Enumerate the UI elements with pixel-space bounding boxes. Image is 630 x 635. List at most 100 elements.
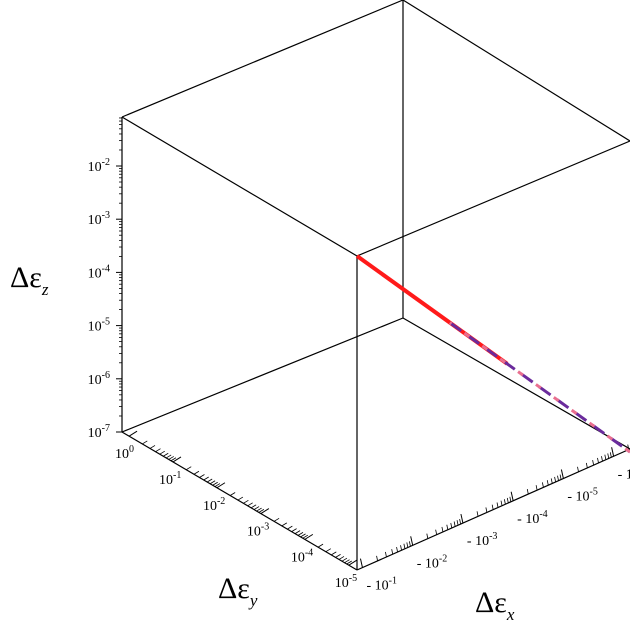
z-tick-label: 10-2	[88, 157, 110, 175]
x-minor-tick	[604, 454, 607, 460]
x-minor-tick	[456, 520, 459, 526]
y-minor-tick	[344, 559, 350, 564]
y-major-tick	[304, 533, 314, 540]
x-major-tick	[560, 469, 564, 479]
y-minor-tick	[243, 499, 249, 504]
x-tick-label: - 10-4	[517, 509, 548, 527]
z-tick-label: 10-3	[88, 210, 110, 228]
y-minor-tick	[256, 507, 262, 512]
series-line-3	[448, 321, 630, 454]
x-minor-tick	[509, 496, 512, 502]
x-minor-tick	[435, 529, 438, 535]
y-minor-tick	[302, 534, 309, 539]
y-minor-tick	[335, 554, 341, 558]
x-minor-tick	[403, 543, 406, 549]
x-minor-tick	[491, 504, 494, 510]
x-minor-tick	[406, 542, 409, 548]
x-minor-tick	[409, 541, 411, 547]
y-minor-tick	[297, 532, 304, 536]
x-minor-tick	[577, 466, 579, 472]
x-minor-tick	[609, 452, 612, 458]
y-minor-tick	[273, 517, 280, 522]
axis-titles: Δεz Δεy Δεx	[10, 261, 515, 624]
y-major-tick	[260, 508, 270, 514]
y-minor-tick	[170, 457, 177, 462]
x-major-tick	[510, 491, 514, 501]
y-minor-tick	[155, 448, 161, 453]
x-major-tick	[460, 513, 464, 524]
x-tick-label: - 10-6	[618, 464, 630, 482]
x-minor-tick	[441, 526, 444, 532]
x-minor-tick	[500, 500, 503, 506]
x-major-tick	[410, 536, 414, 546]
y-minor-tick	[229, 492, 236, 496]
series-line-1	[355, 254, 509, 366]
x-minor-tick	[496, 502, 499, 508]
x-minor-tick	[400, 545, 402, 551]
x-minor-tick	[391, 549, 394, 555]
x-minor-tick	[557, 475, 559, 481]
y-minor-tick	[281, 522, 288, 527]
frame-edge	[121, 0, 404, 118]
y-tick-label: 100	[115, 444, 134, 462]
z-tick-label: 10-4	[88, 263, 110, 281]
y-minor-tick	[199, 474, 205, 478]
x-minor-tick	[459, 518, 462, 525]
x-minor-tick	[592, 460, 595, 466]
x-minor-tick	[450, 522, 453, 529]
y-minor-tick	[294, 530, 301, 534]
y-minor-tick	[258, 509, 265, 513]
y-minor-tick	[193, 470, 200, 475]
y-minor-tick	[317, 543, 324, 548]
tick-marks	[116, 117, 630, 568]
x-minor-tick	[453, 521, 456, 527]
x-minor-tick	[396, 546, 398, 553]
y-minor-tick	[142, 440, 148, 445]
y-minor-tick	[209, 480, 216, 485]
y-minor-tick	[291, 528, 297, 532]
y-minor-tick	[203, 476, 209, 481]
y-minor-tick	[250, 504, 257, 509]
y-major-tick	[172, 456, 182, 463]
x-minor-tick	[526, 489, 529, 495]
z-tick-label: 10-7	[88, 423, 110, 441]
y-minor-tick	[165, 454, 172, 459]
x-minor-tick	[585, 462, 588, 468]
y-minor-tick	[338, 556, 345, 560]
y-minor-tick	[341, 557, 348, 562]
x-minor-tick	[627, 444, 630, 450]
box-frame	[121, 0, 630, 571]
y-minor-tick	[149, 445, 156, 449]
x-minor-tick	[485, 507, 488, 513]
z-tick-label: 10-6	[88, 370, 110, 388]
y-tick-label: 10-2	[203, 496, 225, 514]
y-major-tick	[128, 430, 138, 437]
y-minor-tick	[346, 560, 352, 565]
x-minor-tick	[476, 511, 479, 517]
x-minor-tick	[446, 524, 449, 530]
frame-edge	[121, 431, 358, 571]
x-minor-tick	[376, 555, 378, 561]
x-major-tick	[611, 447, 615, 457]
frame-edge	[356, 140, 630, 257]
x-minor-tick	[535, 485, 538, 491]
y-minor-tick	[186, 466, 192, 471]
x-tick-label: - 10-3	[467, 531, 498, 549]
y-minor-tick	[168, 456, 174, 460]
x-minor-tick	[607, 453, 610, 459]
y-minor-tick	[287, 525, 293, 530]
y-minor-tick	[237, 496, 244, 501]
tick-labels: 10-7 10-6 10-5 10-4 10-3 10-2 100 10-1 10-2 10-3 1…	[88, 157, 630, 594]
frame-edge	[402, 317, 630, 450]
y-minor-tick	[247, 502, 253, 507]
x-minor-tick	[550, 478, 553, 484]
series-lines	[355, 254, 630, 454]
x-minor-tick	[385, 551, 387, 558]
x-tick-label: - 10-5	[567, 487, 598, 505]
x-tick-label: - 10-1	[366, 576, 397, 594]
x-axis-label: Δεx	[475, 586, 515, 624]
x-minor-tick	[506, 497, 509, 504]
y-minor-tick	[331, 551, 337, 556]
x-minor-tick	[546, 480, 549, 486]
